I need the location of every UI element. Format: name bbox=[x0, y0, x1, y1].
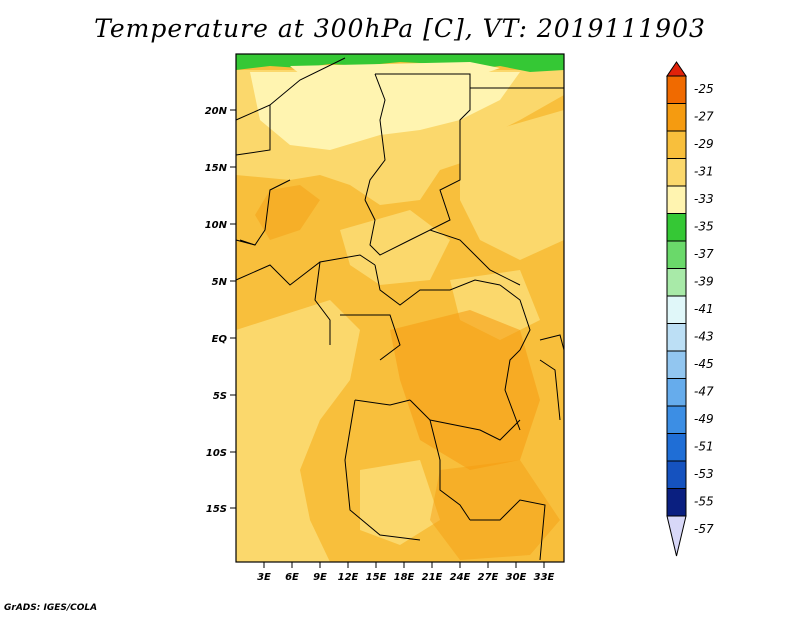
colorbar-label: -57 bbox=[694, 522, 714, 536]
lon-tick-label: 18E bbox=[394, 572, 415, 583]
lat-tick-label: 5S bbox=[213, 391, 227, 402]
colorbar-label: -41 bbox=[694, 302, 714, 316]
lon-tick-label: 30E bbox=[506, 572, 527, 583]
country-borders bbox=[235, 57, 565, 561]
lon-tick-label: 33E bbox=[534, 572, 555, 583]
map-frame bbox=[235, 53, 565, 563]
colorbar-label: -45 bbox=[694, 357, 714, 371]
lon-tick-label: 24E bbox=[450, 572, 471, 583]
lat-tick-label: 5N bbox=[212, 277, 228, 288]
colorbar-segment bbox=[666, 240, 687, 269]
colorbar-segment bbox=[666, 323, 687, 352]
map-title: Temperature at 300hPa [C], VT: 201911190… bbox=[94, 14, 706, 43]
lon-tick-label: 21E bbox=[422, 572, 443, 583]
lon-tick-label: 9E bbox=[313, 572, 327, 583]
lon-tick-label: 3E bbox=[257, 572, 271, 583]
colorbar-segment bbox=[666, 185, 687, 214]
lat-tick-label: 20N bbox=[205, 106, 228, 117]
colorbar-label: -43 bbox=[694, 330, 714, 344]
longitude-axis: 3E 6E 9E 12E 15E 18E 21E 24E 27E 30E 33E bbox=[257, 562, 555, 583]
colorbar-segment bbox=[666, 75, 687, 104]
colorbar-label: -25 bbox=[694, 82, 714, 96]
field-west-light bbox=[236, 300, 360, 562]
colorbar-label: -37 bbox=[694, 247, 714, 261]
lat-tick-label: 10N bbox=[205, 220, 228, 231]
colorbar-segment bbox=[666, 213, 687, 242]
lon-tick-label: 12E bbox=[338, 572, 359, 583]
colorbar-segment bbox=[666, 295, 687, 324]
lat-tick-label: 15N bbox=[205, 163, 228, 174]
colorbar-label: -39 bbox=[694, 275, 714, 289]
colorbar-label: -35 bbox=[694, 220, 714, 234]
field-pale-inset bbox=[290, 62, 500, 75]
colorbar-label: -31 bbox=[694, 165, 714, 179]
field-sahara-light bbox=[250, 72, 520, 150]
colorbar-label: -49 bbox=[694, 412, 714, 426]
field-east-light bbox=[460, 110, 564, 260]
temperature-field bbox=[236, 54, 564, 562]
lat-tick-label: EQ bbox=[212, 334, 228, 345]
field-south-light bbox=[360, 460, 440, 545]
field-warm-1 bbox=[390, 310, 540, 470]
colorbar-segment bbox=[666, 405, 687, 434]
field-warm-3 bbox=[255, 185, 320, 240]
lon-tick-label: 15E bbox=[366, 572, 387, 583]
colorbar-segment bbox=[666, 350, 687, 379]
lat-tick-label: 10S bbox=[206, 448, 227, 459]
colorbar-top-arrow bbox=[666, 61, 687, 77]
colorbar-label: -55 bbox=[694, 495, 714, 509]
lon-tick-label: 6E bbox=[285, 572, 299, 583]
colorbar-bottom-arrow bbox=[666, 515, 687, 557]
colorbar-segment bbox=[666, 130, 687, 159]
colorbar-segment bbox=[666, 378, 687, 407]
field-warm-2 bbox=[430, 460, 560, 560]
colorbar-label: -29 bbox=[694, 137, 714, 151]
lon-tick-label: 27E bbox=[478, 572, 499, 583]
colorbar: -25 -27 -29 -31 -33 -35 -37 -39 -41 -43 … bbox=[666, 61, 714, 557]
colorbar-segment bbox=[666, 488, 687, 517]
colorbar-segment bbox=[666, 158, 687, 187]
colorbar-label: -47 bbox=[694, 385, 714, 399]
colorbar-segment bbox=[666, 460, 687, 489]
colorbar-segment bbox=[666, 433, 687, 462]
colorbar-segment bbox=[666, 268, 687, 297]
colorbar-segment bbox=[666, 103, 687, 132]
colorbar-label: -33 bbox=[694, 192, 714, 206]
lat-tick-label: 15S bbox=[206, 504, 227, 515]
colorbar-label: -53 bbox=[694, 467, 714, 481]
colorbar-label: -51 bbox=[694, 440, 714, 454]
grads-credit: GrADS: IGES/COLA bbox=[4, 603, 98, 613]
latitude-axis: 20N 15N 10N 5N EQ 5S 10S 15S bbox=[205, 106, 236, 515]
colorbar-label: -27 bbox=[694, 110, 714, 124]
